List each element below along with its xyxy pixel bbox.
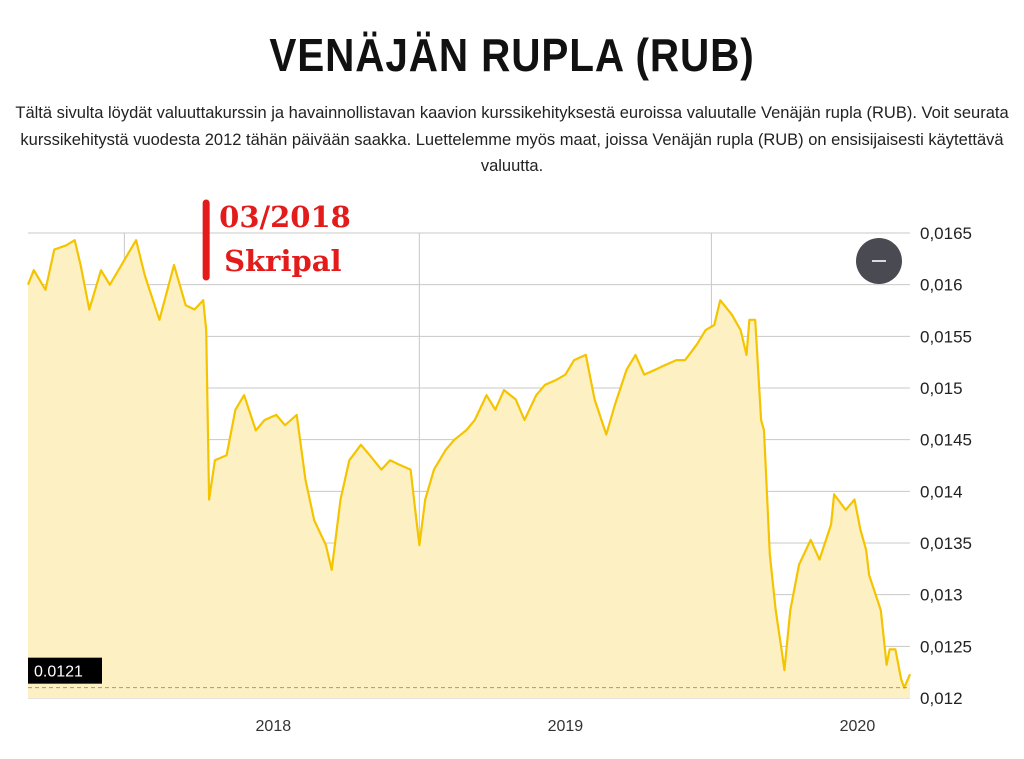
y-axis: 0,0165 0,016 0,0155 0,015 0,0145 0,014 0,0135 0…: [920, 224, 972, 708]
intro-text: Tältä sivulta löydät valuuttakurssin ja …: [15, 104, 1009, 175]
y-tick-label: 0,015: [920, 379, 963, 398]
annotation-event: Skripal: [224, 244, 341, 278]
x-axis: 2018 2019 2020: [256, 718, 876, 735]
y-tick-label: 0,0165: [920, 224, 972, 243]
y-tick-label: 0,0145: [920, 431, 972, 450]
zoom-out-button[interactable]: [856, 238, 902, 284]
y-tick-label: 0,0155: [920, 327, 972, 346]
y-tick-label: 0,013: [920, 586, 963, 605]
y-tick-label: 0,014: [920, 482, 963, 501]
y-tick-label: 0,0125: [920, 637, 972, 656]
page-title: VENÄJÄN RUPLA (RUB): [269, 29, 755, 81]
current-value-label: 0.0121: [34, 664, 83, 681]
y-tick-label: 0,016: [920, 276, 963, 295]
annotation-date: 03/2018: [219, 200, 351, 234]
y-tick-label: 0,0135: [920, 534, 972, 553]
annotation: 03/2018 Skripal: [202, 199, 351, 281]
x-tick-label: 2020: [840, 718, 876, 735]
x-tick-label: 2018: [256, 718, 292, 735]
x-tick-label: 2019: [548, 718, 584, 735]
current-value-badge: 0.0121: [28, 657, 102, 684]
y-tick-label: 0,012: [920, 689, 963, 708]
rate-line: [26, 239, 912, 689]
